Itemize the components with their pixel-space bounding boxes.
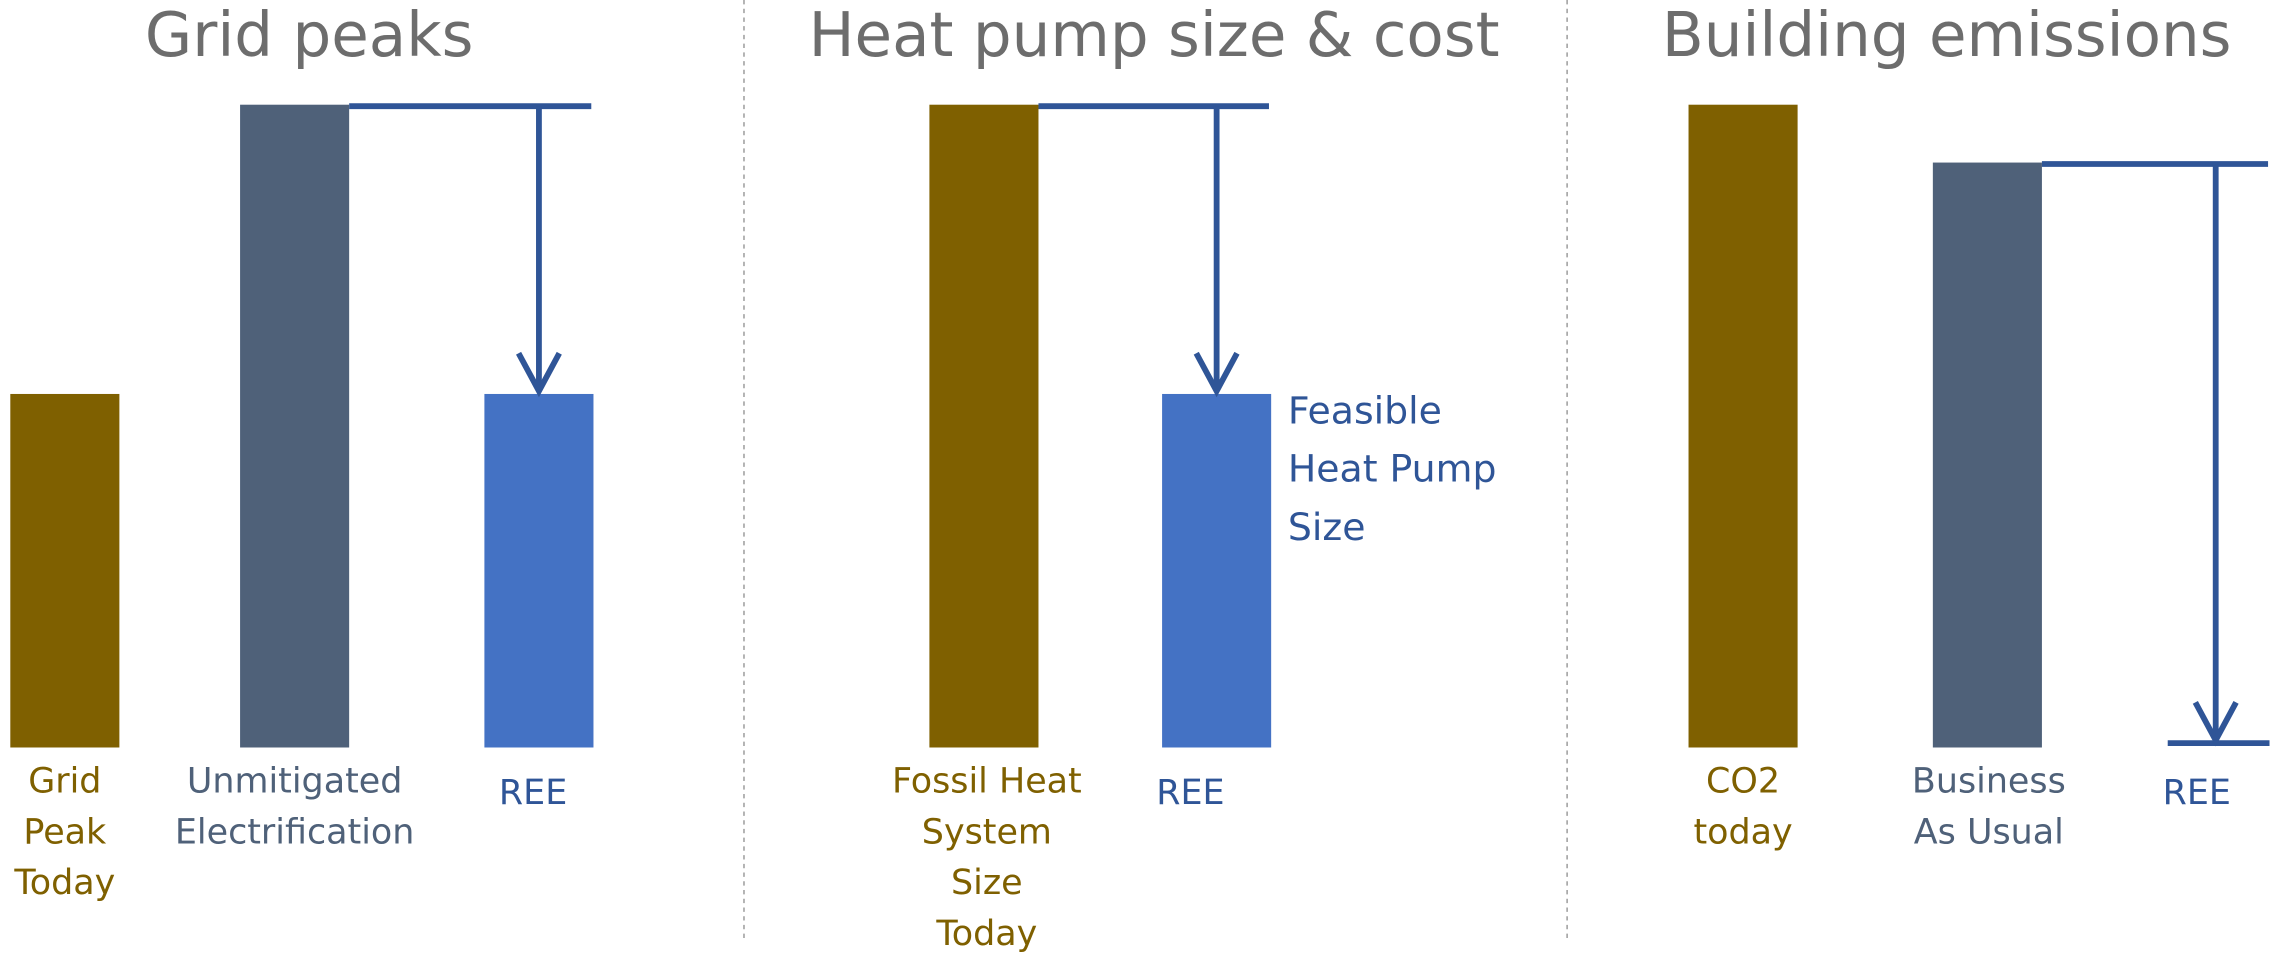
annotation: Feasible: [1288, 389, 1442, 433]
bar: [240, 104, 350, 748]
arrow-head: [1193, 351, 1240, 398]
annotation: Heat Pump: [1288, 447, 1497, 491]
bar: [484, 393, 594, 748]
category-label: Grid: [28, 761, 101, 801]
bar: [1162, 393, 1272, 748]
bar: [10, 393, 120, 748]
chart-title: Heat pump size & cost: [809, 0, 1500, 71]
category-label: Unmitigated: [187, 761, 403, 801]
arrow-head: [2192, 701, 2239, 747]
arrow-head: [516, 351, 562, 398]
category-label: REE: [499, 773, 567, 813]
category-label: REE: [1156, 773, 1224, 813]
category-label: Peak: [23, 812, 107, 852]
bar: [929, 104, 1039, 748]
category-label: Size: [951, 863, 1023, 903]
category-label: REE: [2163, 773, 2231, 813]
category-label: Fossil Heat: [892, 761, 1082, 801]
category-label: Business: [1912, 761, 2066, 801]
bar: [1688, 104, 1798, 748]
category-label: today: [1693, 812, 1792, 852]
chart-title: Grid peaks: [145, 0, 473, 71]
category-label: Today: [935, 914, 1037, 954]
category-label: As Usual: [1914, 812, 2064, 852]
chart-title: Building emissions: [1662, 0, 2232, 71]
category-label: Today: [13, 863, 115, 903]
category-label: System: [922, 812, 1052, 852]
bar: [1932, 162, 2042, 748]
category-label: CO2: [1706, 761, 1780, 801]
annotation: Size: [1288, 505, 1366, 549]
category-label: Electrification: [175, 812, 414, 852]
